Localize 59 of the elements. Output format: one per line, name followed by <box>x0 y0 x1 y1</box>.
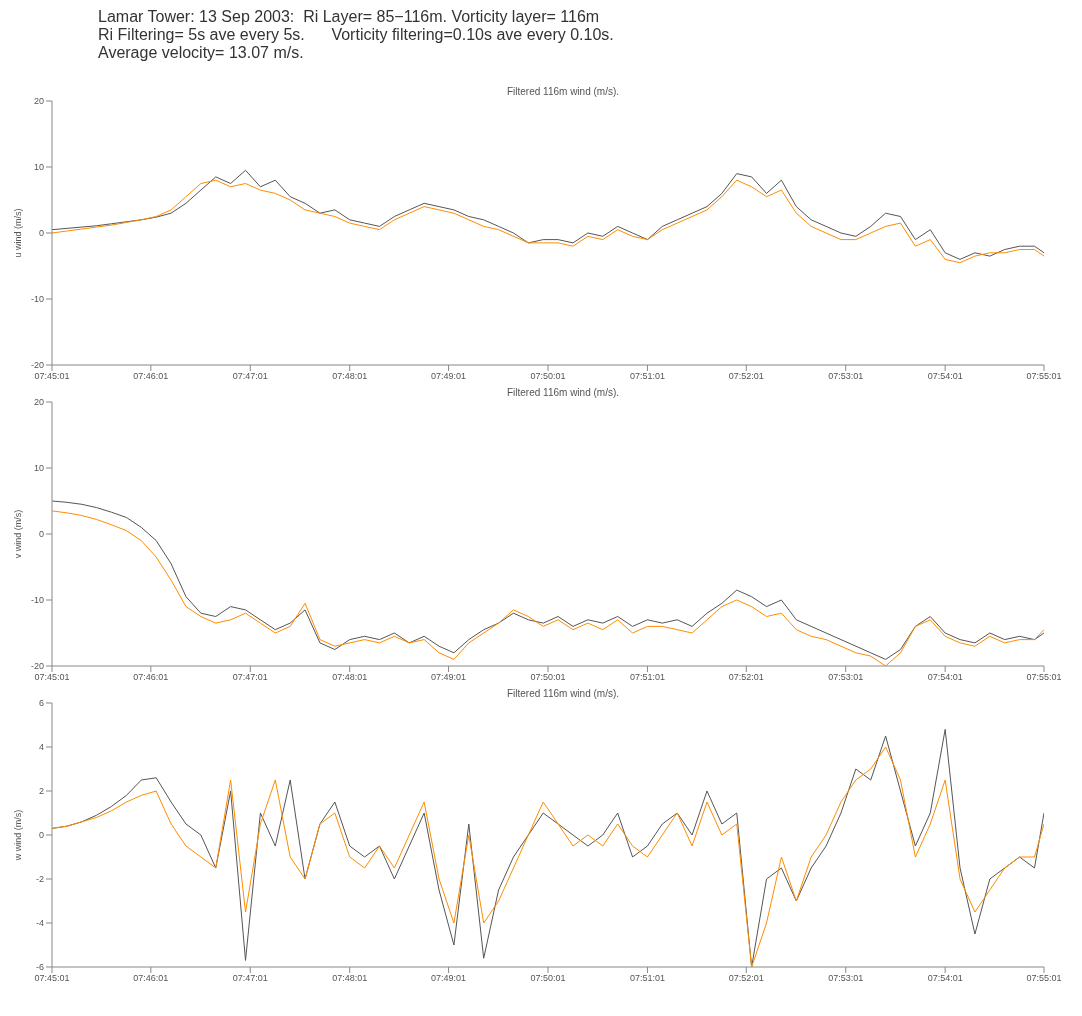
x-tick-label: 07:55:01 <box>1026 371 1062 382</box>
chart-title: Filtered 116m wind (m/s). <box>505 688 621 699</box>
chart-title: Filtered 116m wind (m/s). <box>505 86 621 97</box>
x-tick-label: 07:53:01 <box>828 371 864 382</box>
y-tick-label: -10 <box>30 294 44 305</box>
x-tick-label: 07:48:01 <box>332 973 368 984</box>
x-tick-label: 07:52:01 <box>728 371 764 382</box>
x-tick-label: 07:49:01 <box>431 672 467 683</box>
x-tick-label: 07:50:01 <box>530 973 566 984</box>
x-tick-label: 07:47:01 <box>232 973 268 984</box>
x-tick-label: 07:54:01 <box>927 672 963 683</box>
x-tick-label: 07:46:01 <box>133 973 169 984</box>
y-tick-label: 10 <box>33 463 44 474</box>
x-tick-label: 07:46:01 <box>133 371 169 382</box>
x-tick-label: 07:49:01 <box>431 371 467 382</box>
y-tick-label: 0 <box>38 529 44 540</box>
y-tick-label: 4 <box>38 742 44 753</box>
y-tick-label: -4 <box>35 918 44 929</box>
y-tick-label: 0 <box>38 830 44 841</box>
y-tick-label: -20 <box>30 661 44 672</box>
y-tick-label: -6 <box>35 962 44 973</box>
y-tick-label: -2 <box>35 874 44 885</box>
x-tick-label: 07:48:01 <box>332 371 368 382</box>
x-tick-label: 07:45:01 <box>34 672 70 683</box>
x-tick-label: 07:54:01 <box>927 973 963 984</box>
x-tick-label: 07:52:01 <box>728 672 764 683</box>
text: Average velocity= 13.07 m/s. <box>98 44 305 62</box>
x-tick-label: 07:48:01 <box>332 672 368 683</box>
y-tick-label: 6 <box>38 698 44 709</box>
y-axis-title: u wind (m/s) <box>13 208 24 258</box>
text: Lamar Tower: 13 Sep 2003: Ri Layer= 85−116m. Vorticity layer= 116m <box>98 8 601 26</box>
x-tick-label: 07:55:01 <box>1026 672 1062 683</box>
x-tick-label: 07:51:01 <box>629 672 665 683</box>
x-tick-label: 07:53:01 <box>828 973 864 984</box>
y-tick-label: 0 <box>38 228 44 239</box>
x-tick-label: 07:47:01 <box>232 672 268 683</box>
x-tick-label: 07:50:01 <box>530 371 566 382</box>
x-tick-label: 07:45:01 <box>34 371 70 382</box>
x-tick-label: 07:45:01 <box>34 973 70 984</box>
x-tick-label: 07:53:01 <box>828 672 864 683</box>
x-tick-label: 07:47:01 <box>232 371 268 382</box>
y-tick-label: 10 <box>33 162 44 173</box>
x-tick-label: 07:51:01 <box>629 973 665 984</box>
x-tick-label: 07:46:01 <box>133 672 169 683</box>
y-axis-title: w wind (m/s) <box>13 809 24 862</box>
text: Ri Filtering= 5s ave every 5s. Vorticity filtering=0.10s ave every 0.10s. <box>98 26 615 44</box>
y-tick-label: 20 <box>33 96 44 107</box>
x-tick-label: 07:50:01 <box>530 672 566 683</box>
x-tick-label: 07:52:01 <box>728 973 764 984</box>
y-axis-title: v wind (m/s) <box>13 509 24 559</box>
y-tick-label: 20 <box>33 397 44 408</box>
x-tick-label: 07:49:01 <box>431 973 467 984</box>
x-tick-label: 07:54:01 <box>927 371 963 382</box>
chart-title: Filtered 116m wind (m/s). <box>505 387 621 398</box>
x-tick-label: 07:51:01 <box>629 371 665 382</box>
y-tick-label: 2 <box>38 786 44 797</box>
x-tick-label: 07:55:01 <box>1026 973 1062 984</box>
y-tick-label: -10 <box>30 595 44 606</box>
y-tick-label: -20 <box>30 360 44 371</box>
